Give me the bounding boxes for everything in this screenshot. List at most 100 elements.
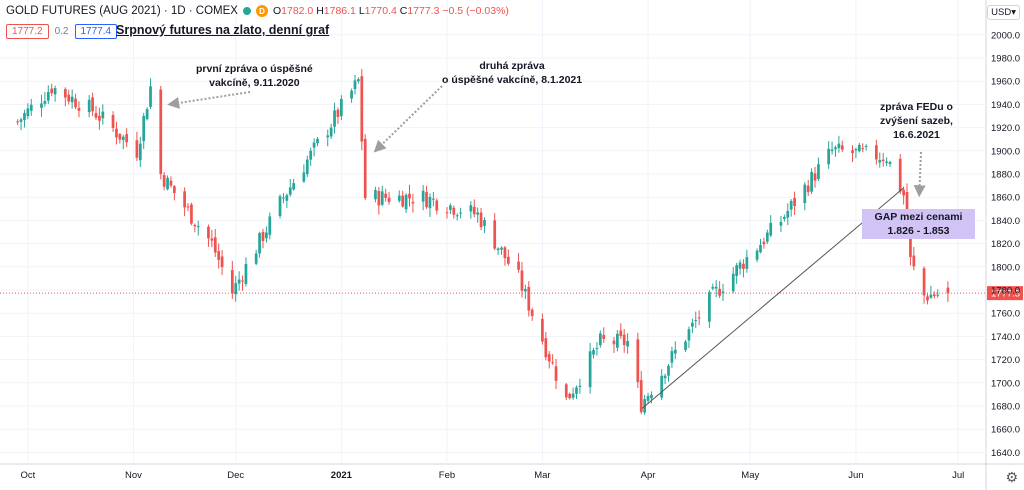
- candle-body: [115, 128, 118, 138]
- candle-body: [619, 330, 623, 337]
- x-tick-label: Mar: [534, 470, 550, 481]
- x-tick-label: Nov: [125, 470, 142, 481]
- candle-body: [660, 375, 664, 398]
- y-tick-label: 1700.0: [991, 378, 1020, 389]
- candle-body: [912, 255, 916, 267]
- candle-body: [810, 171, 813, 192]
- candle-body: [588, 351, 592, 388]
- settings-gear-icon[interactable]: ⚙: [1005, 469, 1018, 485]
- candle-body: [374, 189, 377, 200]
- x-tick-label: Jun: [848, 470, 863, 481]
- candle-body: [673, 349, 677, 354]
- candle-body: [735, 265, 739, 277]
- price-axis[interactable]: 1640.0 1660.0 1680.0 1700.0 1720.0 1740.0 1760…: [991, 30, 1020, 459]
- last-price-tag: [987, 286, 1023, 301]
- y-tick-label: 1740.0: [991, 332, 1020, 343]
- candle-body: [237, 279, 241, 284]
- candle-body: [377, 191, 381, 206]
- candle-body: [121, 136, 125, 140]
- candle-body: [53, 88, 57, 95]
- ask-price-button[interactable]: 1777.4: [74, 24, 118, 39]
- candle-body: [452, 207, 456, 215]
- drawings: 1777.3: [0, 85, 1023, 409]
- candle-body: [241, 280, 244, 282]
- candle-body: [63, 89, 67, 98]
- candle-body: [742, 263, 745, 269]
- candle-body: [333, 110, 336, 127]
- candle-body: [50, 88, 54, 94]
- chart-subtitle: Srpnový futures na zlato, denní graf: [116, 23, 330, 37]
- market-open-icon: [242, 7, 251, 15]
- candle-body: [46, 91, 50, 101]
- candle-body: [670, 351, 674, 363]
- candle-body: [527, 286, 531, 311]
- annotation-arrow: [167, 91, 251, 109]
- candle-body: [445, 212, 449, 214]
- candle-body: [598, 333, 602, 346]
- candle-body: [19, 119, 23, 122]
- candle-body: [234, 283, 238, 295]
- symbol-title[interactable]: GOLD FUTURES (AUG 2021) · 1D · COMEX: [6, 5, 238, 17]
- candle-body: [149, 86, 152, 107]
- candle-body: [282, 197, 285, 199]
- candle-body: [77, 107, 81, 111]
- candle-body: [874, 145, 878, 160]
- bid-price-button[interactable]: 1777.2: [6, 24, 49, 39]
- candle-body: [837, 143, 841, 149]
- candle-body: [759, 244, 762, 253]
- candle-body: [547, 354, 551, 362]
- trend-line: [641, 187, 904, 409]
- candle-body: [711, 286, 715, 289]
- candle-body: [578, 385, 582, 387]
- candle-body: [159, 89, 163, 175]
- x-tick-label: Jul: [952, 470, 964, 481]
- x-tick-label: Feb: [439, 470, 455, 481]
- delay-badge: D: [255, 5, 268, 17]
- annotation-arrow: [373, 85, 443, 153]
- candle-body: [602, 334, 606, 339]
- candle-body: [922, 268, 926, 296]
- candle-body: [411, 201, 415, 204]
- candle-body: [145, 109, 149, 120]
- candle-body: [326, 135, 330, 138]
- y-tick-label: 1820.0: [991, 239, 1020, 250]
- candle-body: [268, 216, 272, 235]
- candle-body: [305, 159, 309, 175]
- y-tick-label: 1760.0: [991, 309, 1020, 320]
- candle-body: [74, 98, 77, 108]
- candle-body: [472, 206, 476, 215]
- annotation-fed-rates: zpráva FEDu o zvýšení sazeb, 16.6.2021: [880, 101, 953, 141]
- candle-body: [779, 221, 783, 226]
- candle-body: [432, 198, 435, 200]
- candle-body: [278, 196, 282, 216]
- candle-body: [782, 217, 786, 219]
- candle-body: [718, 288, 721, 296]
- candle-body: [786, 210, 790, 218]
- candle-body: [929, 294, 933, 298]
- x-tick-label: Apr: [641, 470, 656, 481]
- candle-body: [684, 341, 687, 350]
- candle-body: [517, 261, 520, 270]
- y-tick-label: 1940.0: [991, 100, 1020, 111]
- candle-body: [213, 237, 217, 253]
- candle-body: [806, 185, 810, 193]
- candle-body: [70, 96, 74, 103]
- candle-body: [708, 292, 711, 322]
- candle-body: [483, 220, 486, 226]
- time-axis[interactable]: Oct Nov Dec 2021 Feb Mar Apr May Jun Jul: [20, 470, 964, 481]
- candle-body: [636, 339, 640, 383]
- y-tick-label: 1660.0: [991, 425, 1020, 436]
- candle-body: [697, 317, 701, 319]
- candle-body: [902, 189, 905, 196]
- candle-body: [571, 393, 575, 398]
- candle-body: [23, 113, 26, 120]
- candle-body: [169, 180, 173, 186]
- candle-body: [881, 159, 885, 162]
- currency-dropdown[interactable]: USD▾: [987, 5, 1020, 20]
- candle-body: [101, 111, 105, 119]
- y-tick-label: 1640.0: [991, 448, 1020, 459]
- candle-body: [292, 183, 296, 190]
- candle-body: [186, 206, 190, 208]
- candle-body: [616, 333, 619, 348]
